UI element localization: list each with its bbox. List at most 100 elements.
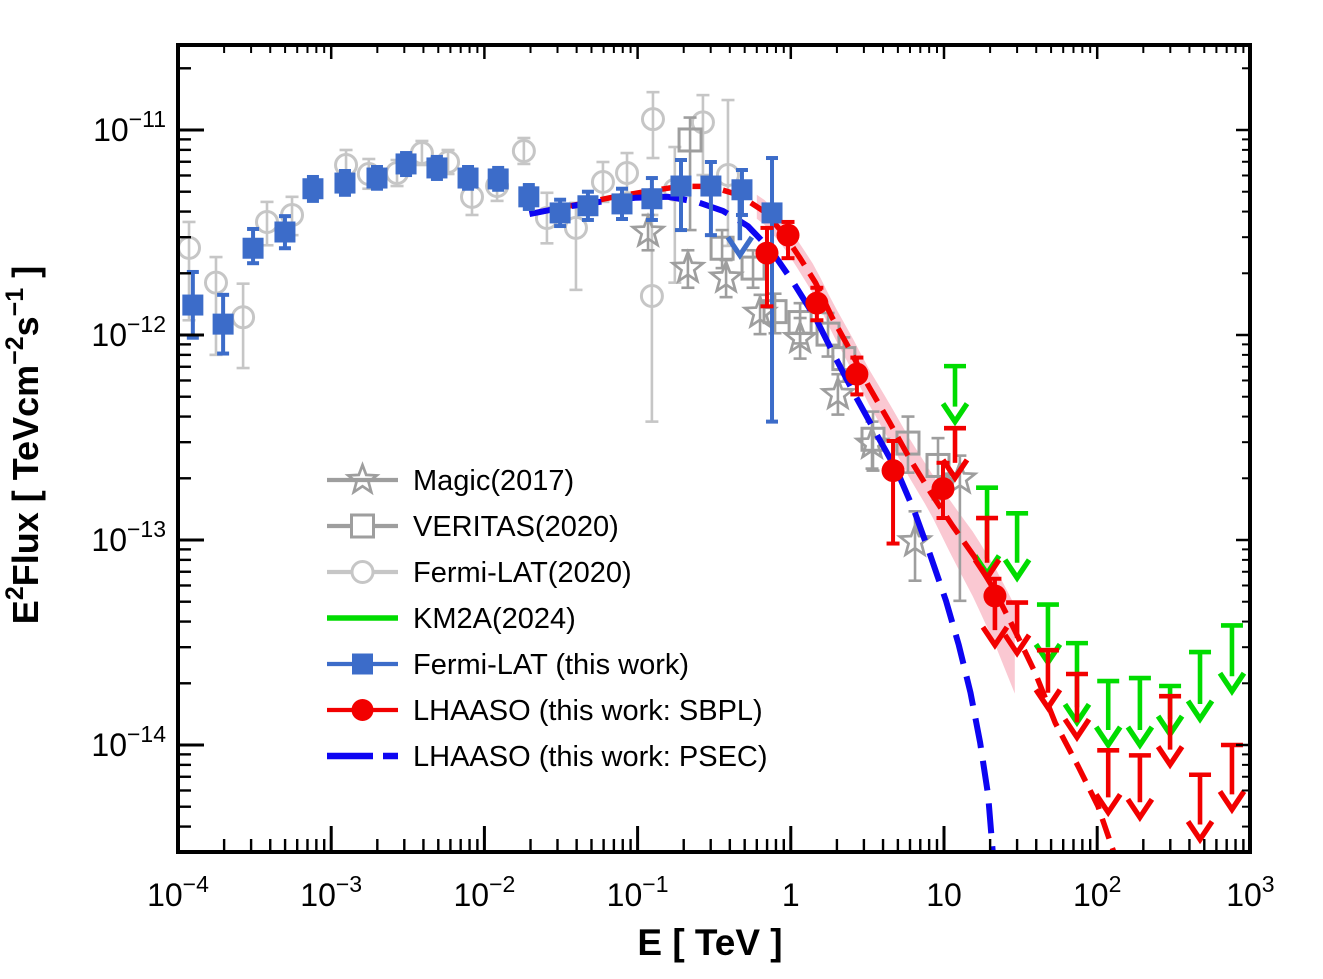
fermi-square-marker: [242, 237, 264, 259]
limit-arrowhead: [1125, 797, 1155, 823]
limit-arrowhead: [1094, 792, 1123, 818]
fermi2020-circle-marker: [640, 107, 665, 132]
limit-arrowhead: [1155, 745, 1185, 770]
psec-fit-curve: [528, 193, 996, 851]
fermi-square-marker: [700, 175, 722, 197]
lhaaso-circle-marker: [776, 223, 800, 247]
legend-item-lhaaso-this-work-sbpl-: LHAASO (this work: SBPL): [327, 695, 763, 727]
y-tick-label: 10−13: [91, 516, 166, 558]
y-tick-label: 10−12: [91, 311, 166, 353]
fermi-square-marker: [212, 313, 234, 335]
lhaaso-circle-marker: [931, 477, 955, 501]
veritas-square-marker: [762, 299, 788, 325]
legend: Magic(2017) VERITAS(2020) Fermi-LAT(2020) K…: [327, 461, 768, 773]
magic-star-marker: [707, 258, 745, 294]
fermi-square-marker: [577, 195, 599, 217]
axis-ticks: [176, 45, 1252, 852]
legend-label: LHAASO (this work: PSEC): [413, 741, 768, 773]
fermi-square-marker: [334, 172, 356, 194]
x-tick-label: 10: [926, 877, 962, 913]
fermi2020-circle-marker: [203, 270, 228, 295]
plot-frame: [176, 43, 1252, 854]
limit-arrowhead: [1094, 725, 1123, 750]
fermi-square-marker: [761, 202, 783, 224]
legend-open-square-marker: [350, 513, 375, 539]
series-lhaaso-sbpl-points: [755, 219, 1010, 650]
x-tick-label: 10−4: [147, 871, 209, 913]
limit-arrowhead: [1002, 633, 1032, 658]
fermi2020-circle-marker: [590, 169, 615, 194]
plot-area: [179, 90, 1247, 851]
lhaaso-circle-marker: [755, 241, 779, 265]
x-tick-label: 102: [1073, 871, 1121, 913]
series-lhaaso-upper-limits: [940, 425, 1247, 845]
fermi-square-marker: [457, 167, 479, 189]
magic-star-marker: [941, 458, 979, 495]
legend-label: KM2A(2024): [413, 603, 576, 635]
fermi2020-circle-marker: [615, 160, 640, 185]
limit-arrowhead: [1217, 671, 1247, 696]
fermi-square-marker: [182, 294, 204, 316]
legend-label: LHAASO (this work: SBPL): [413, 695, 763, 727]
legend-filled-square-marker: [352, 653, 373, 675]
y-tick-label: 10−14: [91, 721, 166, 763]
limit-arrowhead: [1185, 820, 1215, 845]
fermi-square-marker: [731, 179, 753, 201]
legend-item-km2a-2024-: KM2A(2024): [327, 603, 576, 635]
legend-item-fermi-lat-2020-: Fermi-LAT(2020): [327, 557, 632, 589]
fermi-square-marker: [641, 188, 663, 210]
x-tick-label: 103: [1226, 871, 1274, 913]
magic-star-marker: [819, 374, 857, 411]
fermi-square-marker: [611, 193, 633, 215]
legend-label: VERITAS(2020): [413, 511, 619, 543]
axis-tick-labels: 10−4 10−3 10−2 10−1 1 10 102 10310−1110−1210−13…: [91, 106, 1274, 913]
limit-arrowhead: [1125, 725, 1155, 750]
fermi-square-marker: [395, 153, 417, 175]
series-fermi-lat-this-work: [182, 151, 783, 424]
lhaaso-circle-marker: [983, 584, 1007, 608]
fermi-square-marker: [302, 178, 324, 200]
fermi-square-marker: [670, 175, 692, 197]
limit-arrowhead: [1185, 699, 1215, 724]
legend-label: Magic(2017): [413, 465, 574, 497]
legend-label: Fermi-LAT(2020): [413, 557, 632, 589]
legend-item-veritas-2020-: VERITAS(2020): [327, 511, 619, 543]
fermi-square-marker: [518, 186, 540, 208]
limit-arrowhead: [980, 625, 1010, 650]
fermi-square-marker: [487, 168, 509, 190]
lhaaso-circle-marker: [881, 459, 905, 483]
limit-arrowhead: [1217, 789, 1247, 815]
x-tick-label: 10−3: [300, 871, 362, 913]
fermi2020-circle-marker: [511, 138, 536, 163]
fermi2020-circle-marker: [639, 283, 664, 308]
lhaaso-circle-marker: [805, 291, 829, 315]
y-tick-label: 10−11: [93, 106, 166, 148]
series-magic-2017: [629, 212, 979, 603]
fermi2020-circle-marker: [715, 163, 740, 188]
limit-arrowhead: [1062, 702, 1092, 728]
legend-star-marker: [344, 461, 381, 496]
fermi-square-marker: [426, 157, 448, 179]
legend-item-lhaaso-this-work-psec-: LHAASO (this work: PSEC): [327, 741, 768, 773]
limit-arrowhead: [725, 235, 755, 260]
magic-star-marker: [781, 318, 819, 355]
magic-star-marker: [853, 424, 891, 461]
y-axis-title: E2Flux [ TeVcm−2s−1 ]: [1, 266, 46, 624]
magic-star-marker: [669, 248, 707, 285]
fermi-square-marker: [274, 221, 296, 243]
x-tick-label: 1: [782, 877, 800, 913]
legend-item-fermi-lat-this-work-: Fermi-LAT (this work): [327, 649, 689, 681]
x-tick-label: 10−2: [453, 871, 515, 913]
limit-arrowhead: [940, 402, 970, 427]
x-tick-label: 10−1: [607, 871, 669, 913]
x-axis-title: E [ TeV ]: [637, 922, 782, 963]
fermi2020-circle-marker: [690, 110, 715, 135]
fermi-square-marker: [366, 167, 388, 189]
veritas-square-marker: [740, 255, 766, 281]
limit-arrowhead: [1062, 717, 1092, 743]
legend-open-circle-marker: [350, 560, 375, 584]
legend-label: Fermi-LAT (this work): [413, 649, 689, 681]
limit-arrowhead: [940, 458, 970, 483]
